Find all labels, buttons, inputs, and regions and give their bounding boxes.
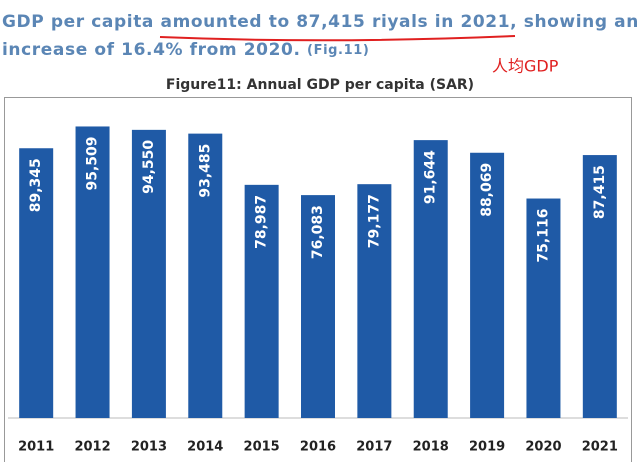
header-line: increase of 16.4% from 2020. (Fig.11)	[2, 40, 369, 60]
bar	[301, 195, 335, 418]
value-label: 88,069	[479, 163, 495, 217]
bar	[244, 184, 279, 418]
value-label: 78,987	[254, 195, 270, 249]
x-tick-label: 2020	[525, 440, 561, 455]
bar	[526, 198, 561, 418]
x-tick-label: 2012	[74, 440, 110, 455]
x-tick-label: 2015	[244, 440, 280, 455]
value-label: 93,485	[197, 144, 213, 198]
header-text: increase of 16.4% from 2020.	[2, 40, 301, 60]
header-line: GDP per capita amounted to 87,415 riyals…	[2, 12, 637, 32]
x-tick-label: 2018	[413, 440, 449, 455]
x-tick-label: 2014	[187, 440, 223, 455]
value-label: 91,644	[423, 150, 439, 204]
bar	[413, 140, 448, 419]
value-label: 79,177	[366, 194, 382, 248]
value-label: 76,083	[310, 205, 326, 259]
bar	[19, 148, 54, 418]
value-label: 75,116	[535, 209, 551, 263]
value-label: 95,509	[85, 136, 101, 190]
chart-frame	[4, 97, 632, 462]
chart-title: Figure11: Annual GDP per capita (SAR)	[166, 77, 474, 93]
annotation: 人均GDP	[492, 57, 559, 76]
value-label: 87,415	[592, 165, 608, 219]
x-tick-label: 2011	[18, 440, 54, 455]
bar	[188, 133, 223, 418]
x-tick-label: 2019	[469, 440, 505, 455]
x-tick-label: 2021	[582, 440, 618, 455]
bar	[357, 184, 392, 418]
x-tick-label: 2013	[131, 440, 167, 455]
bar	[470, 152, 505, 418]
bar	[131, 129, 166, 418]
bar	[582, 155, 617, 418]
value-label: 89,345	[28, 158, 44, 212]
value-label: 94,550	[141, 140, 157, 194]
x-tick-label: 2016	[300, 440, 336, 455]
x-tick-label: 2017	[356, 440, 392, 455]
fig-ref: (Fig.11)	[307, 43, 369, 58]
underline	[159, 35, 516, 42]
bar	[75, 126, 110, 418]
